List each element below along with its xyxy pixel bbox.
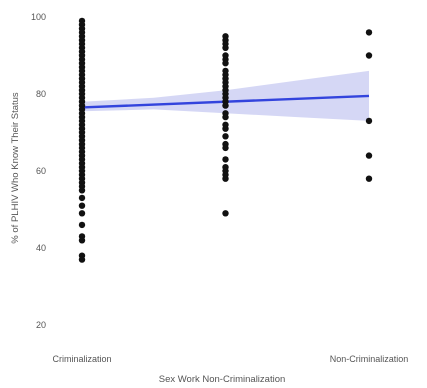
data-point — [222, 210, 229, 217]
data-point — [222, 102, 229, 109]
y-tick-label: 40 — [36, 243, 46, 253]
data-point — [365, 117, 373, 125]
data-point — [365, 152, 373, 159]
data-point — [222, 133, 229, 140]
data-point — [365, 29, 373, 36]
points-layer — [78, 17, 373, 263]
x-axis-title: Sex Work Non-Criminalization — [159, 374, 286, 385]
data-point — [222, 60, 229, 67]
data-point — [222, 144, 229, 152]
data-point — [78, 202, 86, 209]
x-tick-labels: Criminalization Non-Criminalization — [52, 354, 408, 364]
data-point — [222, 113, 229, 121]
data-point — [365, 52, 373, 59]
y-tick-labels: 20 40 60 80 100 — [31, 12, 46, 330]
x-tick-label: Criminalization — [52, 354, 111, 364]
data-point — [222, 156, 229, 163]
y-tick-label: 100 — [31, 12, 46, 22]
data-point — [365, 175, 373, 182]
y-axis-title: % of PLHIV Who Know Their Status — [10, 92, 21, 244]
y-tick-label: 80 — [36, 89, 46, 99]
data-point — [78, 187, 86, 194]
x-tick-label: Non-Criminalization — [330, 354, 409, 364]
data-point — [78, 237, 86, 244]
data-point — [78, 210, 86, 217]
data-point — [78, 194, 86, 202]
data-point — [78, 256, 86, 263]
data-point — [222, 125, 229, 132]
y-tick-label: 20 — [36, 320, 46, 330]
data-point — [78, 221, 86, 229]
data-point — [222, 44, 229, 51]
y-tick-label: 60 — [36, 166, 46, 176]
data-point — [222, 175, 229, 182]
